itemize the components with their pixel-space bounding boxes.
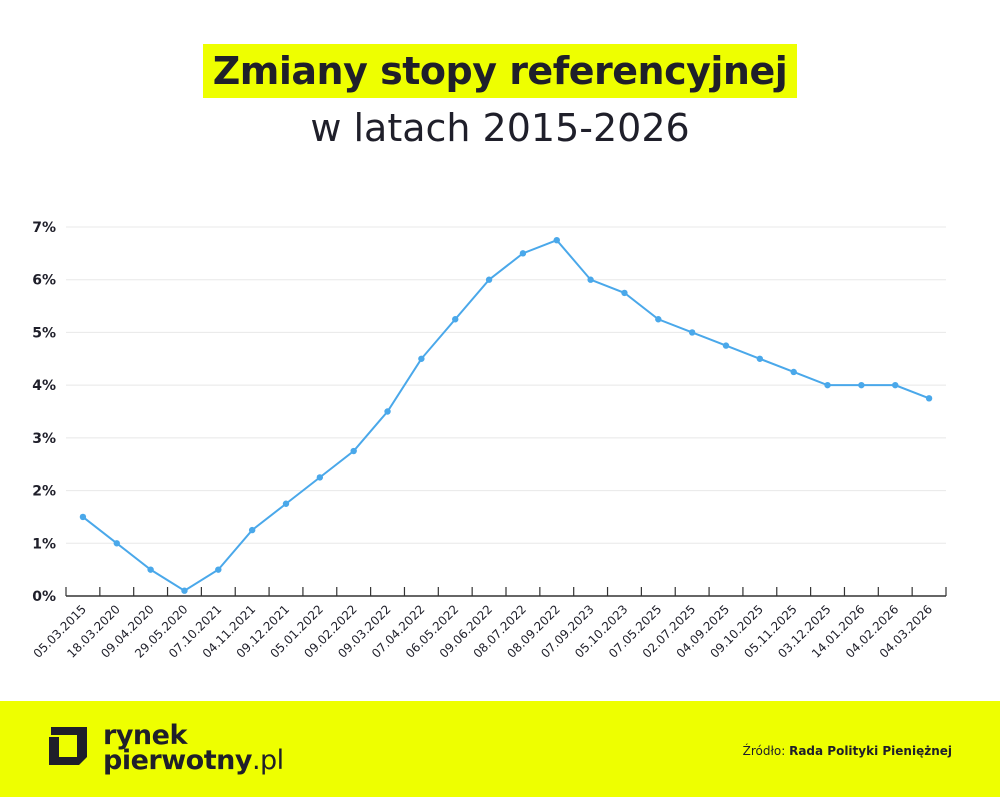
y-tick-label: 3% bbox=[32, 431, 56, 447]
logo-line-2: pierwotny bbox=[103, 745, 252, 776]
series-line bbox=[82, 238, 930, 592]
data-point bbox=[790, 368, 797, 376]
data-point bbox=[215, 566, 222, 573]
source-note: Źródło: Rada Polityki Pieniężnej bbox=[743, 744, 952, 758]
data-point bbox=[587, 276, 594, 283]
y-tick-label: 2% bbox=[32, 484, 56, 500]
data-point bbox=[892, 381, 899, 389]
logo-suffix: .pl bbox=[251, 745, 284, 776]
data-point bbox=[824, 381, 831, 389]
data-point bbox=[722, 342, 730, 349]
title-line-1: Zmiany stopy referencyjnej bbox=[202, 44, 798, 98]
data-point bbox=[688, 329, 696, 336]
y-tick-label: 6% bbox=[32, 273, 56, 289]
data-point bbox=[553, 236, 560, 244]
logo-line-1: rynek bbox=[103, 720, 187, 751]
source-label: Źródło: bbox=[742, 744, 786, 758]
data-point bbox=[418, 355, 425, 362]
y-tick-label: 7% bbox=[32, 220, 56, 236]
data-point bbox=[655, 316, 662, 323]
y-tick-label: 5% bbox=[32, 325, 56, 341]
data-point bbox=[282, 500, 290, 507]
footer: rynek pierwotny.pl Źródło: Rada Polityki… bbox=[0, 701, 1000, 797]
y-tick-label: 1% bbox=[32, 536, 56, 552]
data-point bbox=[756, 355, 764, 362]
data-point bbox=[621, 289, 628, 297]
logo-text: rynek pierwotny.pl bbox=[103, 720, 284, 776]
y-tick-label: 0% bbox=[32, 589, 56, 605]
data-point bbox=[147, 566, 154, 573]
source-value: Rada Polityki Pieniężnej bbox=[789, 744, 952, 758]
data-point bbox=[452, 316, 459, 323]
data-point bbox=[519, 250, 527, 257]
chart-title: Zmiany stopy referencyjnej w latach 2015… bbox=[0, 44, 1000, 154]
data-point bbox=[485, 276, 493, 283]
data-point bbox=[858, 381, 865, 389]
logo-icon bbox=[49, 727, 87, 765]
data-point bbox=[248, 526, 256, 534]
data-point bbox=[181, 587, 188, 594]
data-point bbox=[79, 513, 87, 521]
data-point bbox=[350, 447, 357, 455]
line-chart: 0%1%2%3%4%5%6%7%05.03.201518.03.202009.0… bbox=[31, 220, 947, 661]
y-tick-label: 4% bbox=[32, 378, 56, 394]
data-point bbox=[113, 540, 120, 547]
data-point bbox=[925, 395, 933, 402]
data-point bbox=[316, 474, 324, 481]
title-line-2: w latach 2015-2026 bbox=[310, 106, 690, 150]
data-point bbox=[384, 408, 391, 415]
